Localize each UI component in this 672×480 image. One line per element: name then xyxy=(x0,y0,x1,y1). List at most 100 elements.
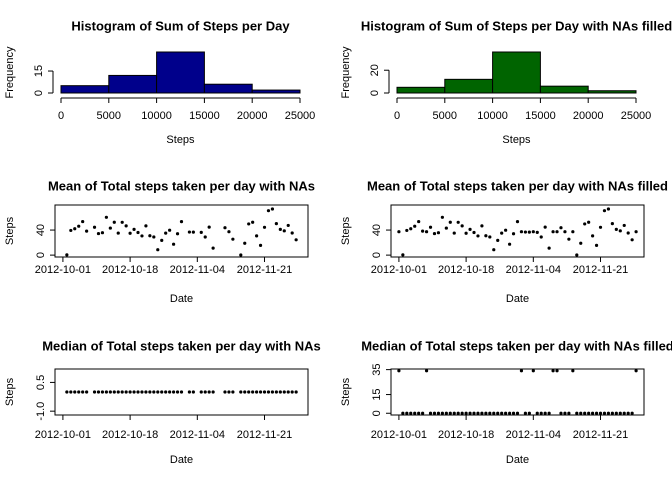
y-axis-label: Steps xyxy=(340,216,352,245)
bar xyxy=(587,90,637,94)
point xyxy=(128,231,132,235)
point xyxy=(567,237,571,241)
point xyxy=(587,220,591,224)
point xyxy=(464,231,468,235)
point xyxy=(452,411,456,415)
bar xyxy=(156,51,205,94)
x-tick-label: 2012-10-01 xyxy=(35,429,91,441)
panel: Histogram of Sum of Steps per Day with N… xyxy=(340,18,672,145)
point xyxy=(626,411,630,415)
point xyxy=(488,411,492,415)
point xyxy=(278,390,282,394)
point xyxy=(120,390,124,394)
y-axis-label: Steps xyxy=(340,377,352,406)
point xyxy=(77,390,81,394)
point xyxy=(610,411,614,415)
x-tick-label: 20000 xyxy=(237,110,268,122)
point xyxy=(401,253,405,257)
x-tick-label: 2012-11-21 xyxy=(237,264,292,276)
point xyxy=(440,411,444,415)
point xyxy=(96,390,101,394)
y-tick-label: 0 xyxy=(369,90,381,96)
point xyxy=(504,228,508,232)
point xyxy=(148,390,152,394)
point xyxy=(179,219,184,224)
point xyxy=(243,390,247,394)
point xyxy=(251,220,255,224)
bar xyxy=(444,78,494,94)
point xyxy=(587,411,591,415)
point xyxy=(294,238,298,242)
point xyxy=(247,390,251,394)
point xyxy=(227,230,231,234)
point xyxy=(160,390,164,394)
point xyxy=(456,220,460,224)
y-axis-label: Steps xyxy=(4,216,16,245)
point xyxy=(440,215,444,219)
point xyxy=(496,411,500,415)
point xyxy=(85,229,89,233)
point xyxy=(124,390,128,394)
point xyxy=(81,390,85,394)
point xyxy=(432,411,437,415)
point xyxy=(480,224,484,228)
x-axis-label: Date xyxy=(170,454,193,466)
point xyxy=(401,411,405,415)
point xyxy=(231,237,235,241)
point xyxy=(492,248,496,252)
point xyxy=(421,229,425,233)
point xyxy=(132,227,136,231)
point xyxy=(579,241,583,245)
point xyxy=(136,230,140,235)
point xyxy=(511,411,516,415)
chart-title: Histogram of Sum of Steps per Day xyxy=(71,18,290,33)
point xyxy=(421,411,425,415)
point xyxy=(199,390,203,394)
point xyxy=(500,411,504,415)
point xyxy=(112,390,116,394)
point xyxy=(282,390,286,394)
point xyxy=(543,411,547,415)
point xyxy=(571,369,575,373)
point xyxy=(132,390,136,394)
point xyxy=(243,241,247,245)
point xyxy=(274,222,278,226)
x-tick-label: 0 xyxy=(58,110,64,122)
point xyxy=(535,411,539,415)
point xyxy=(634,230,638,234)
point xyxy=(543,225,547,229)
point xyxy=(622,223,626,228)
point xyxy=(555,369,559,373)
point xyxy=(266,390,271,394)
point xyxy=(199,230,203,235)
bar xyxy=(251,89,301,94)
point xyxy=(417,411,421,415)
point xyxy=(120,220,124,224)
plot-frame xyxy=(54,368,309,416)
point xyxy=(519,230,524,234)
point xyxy=(286,390,290,394)
point xyxy=(531,230,535,234)
point xyxy=(255,234,259,238)
point xyxy=(100,231,105,235)
panel: Mean of Total steps taken per day with N… xyxy=(340,178,668,304)
y-tick-label: -1.0 xyxy=(35,402,47,421)
point xyxy=(223,226,227,230)
x-tick-label: 2012-11-04 xyxy=(170,429,225,441)
point xyxy=(171,242,176,246)
point xyxy=(187,230,192,234)
x-axis-label: Date xyxy=(170,293,193,305)
point xyxy=(618,411,622,415)
point xyxy=(223,390,227,394)
x-tick-label: 25000 xyxy=(285,110,316,122)
point xyxy=(179,390,184,394)
point xyxy=(207,225,211,229)
point xyxy=(559,226,563,230)
point xyxy=(428,411,433,415)
chart-title: Histogram of Sum of Steps per Day with N… xyxy=(361,18,672,33)
x-tick-label: 10000 xyxy=(141,110,172,122)
point xyxy=(239,253,243,257)
point xyxy=(583,222,587,226)
point xyxy=(278,227,282,231)
point xyxy=(136,390,140,394)
